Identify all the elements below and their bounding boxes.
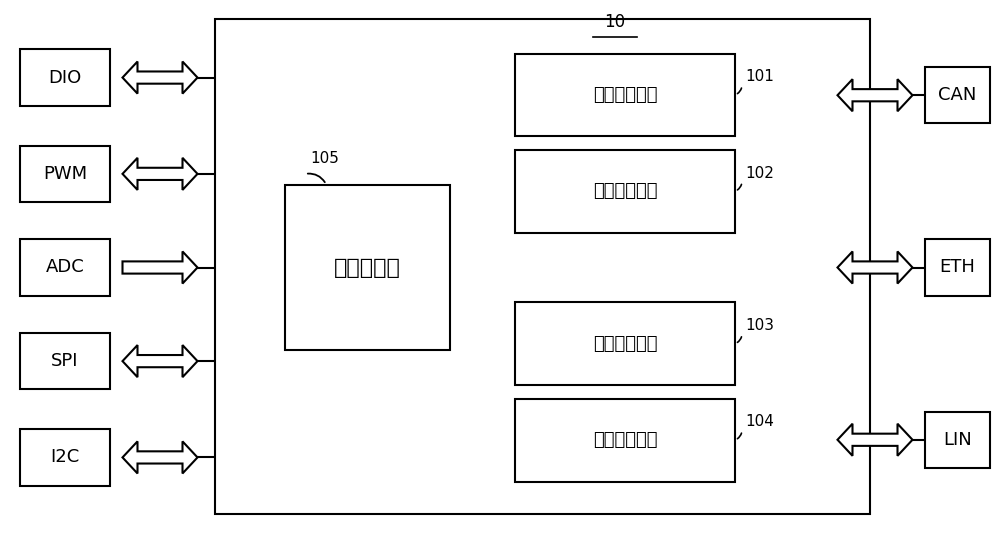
Text: LIN: LIN (943, 431, 972, 449)
Polygon shape (838, 251, 912, 284)
Polygon shape (122, 158, 198, 190)
Text: ADC: ADC (46, 258, 84, 277)
Polygon shape (122, 345, 198, 377)
Bar (515, 302, 735, 385)
Text: SPI: SPI (51, 352, 79, 370)
Text: I2C: I2C (50, 448, 80, 467)
Bar (925, 67, 990, 123)
Bar (215, 19, 870, 514)
Bar (925, 412, 990, 468)
Bar (20, 50, 110, 106)
Text: 电机管理模块: 电机管理模块 (593, 335, 657, 353)
Bar (925, 240, 990, 295)
Text: 电池管理模块: 电池管理模块 (593, 182, 657, 200)
Text: PWM: PWM (43, 165, 87, 183)
Text: 104: 104 (745, 414, 774, 429)
Text: ETH: ETH (940, 258, 975, 277)
Bar (20, 333, 110, 389)
Polygon shape (122, 62, 198, 94)
Text: 101: 101 (745, 69, 774, 84)
Bar (285, 185, 450, 350)
Bar (515, 399, 735, 482)
Bar (20, 146, 110, 202)
Text: DIO: DIO (48, 68, 82, 87)
Polygon shape (122, 251, 198, 284)
Polygon shape (838, 424, 912, 456)
Text: 105: 105 (310, 151, 339, 166)
Text: 103: 103 (745, 318, 774, 333)
Polygon shape (122, 441, 198, 473)
Text: 整车控制模块: 整车控制模块 (593, 86, 657, 104)
Text: 能量管理模块: 能量管理模块 (593, 431, 657, 449)
Text: 10: 10 (604, 13, 626, 32)
Text: 102: 102 (745, 165, 774, 181)
Bar (515, 54, 735, 136)
Polygon shape (838, 79, 912, 111)
Text: CAN: CAN (938, 86, 977, 104)
Bar (20, 429, 110, 486)
Bar (515, 150, 735, 233)
Bar (20, 240, 110, 295)
Text: 主控制模块: 主控制模块 (334, 257, 401, 278)
